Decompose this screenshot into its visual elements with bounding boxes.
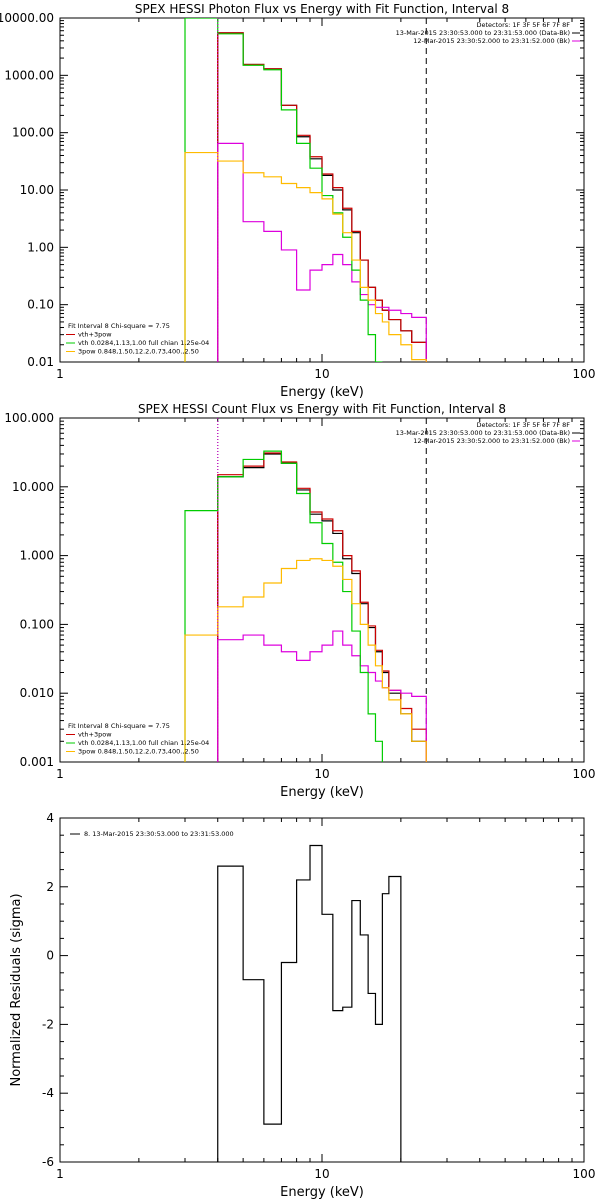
y-tick-label: 100.000 [4,411,54,425]
legend-bottomleft-text: vth+3pow [78,731,112,739]
legend-bottomleft-text: 3pow 0.848,1.50,12.2,0.73,400.,2.50 [78,748,199,756]
y-tick-label: 1.00 [27,240,54,254]
x-axis-label: Energy (keV) [280,385,364,400]
x-tick-label: 10 [314,367,329,381]
y-tick-label: 0.010 [20,686,54,700]
legend-topright-text: Detectors: 1F 3F 5F 6F 7F 8F [476,421,570,429]
y-tick-label: 4 [46,811,54,825]
legend-topright-text: 13-Mar-2015 23:30:53.000 to 23:31:53.000… [396,429,570,437]
x-tick-label: 100 [573,1167,596,1181]
x-tick-label: 100 [573,767,596,781]
legend-bottomleft-text: Fit Interval 8 Chi-square = 7.75 [68,722,170,730]
legend-bottomleft-text: 3pow 0.848,1.50,12.2,0.73,400.,2.50 [78,348,199,356]
y-tick-label: -4 [42,1086,54,1100]
chart-panel-2: SPEX HESSI Count Flux vs Energy with Fit… [4,402,595,800]
y-tick-label: 10.00 [20,183,54,197]
chart-title: SPEX HESSI Photon Flux vs Energy with Fi… [135,2,509,16]
y-tick-label: 0 [46,949,54,963]
series-line-1 [217,844,402,1162]
x-axis-label: Energy (keV) [280,785,364,800]
series-line-2 [217,452,427,762]
y-tick-label: 0.10 [27,298,54,312]
x-tick-label: 1 [56,767,64,781]
series-group [217,844,402,1162]
x-tick-label: 1 [56,367,64,381]
x-tick-label: 100 [573,367,596,381]
y-tick-label: 0.001 [20,755,54,769]
chart-panel-3: 1 10 100 Energy (keV) -6 -4 -2 0 2 4 Normalized Re… [9,811,595,1200]
legend-bottomleft-text: vth+3pow [78,331,112,339]
series-line-3 [217,630,427,762]
legend-bottomleft-text: vth 0.0284,1.13,1.00 full chian 1.25e-04 [78,739,209,747]
y-tick-label: 2 [46,880,54,894]
y-tick-label: 10000.00 [0,11,54,25]
plot-frame [59,417,585,763]
series-line-2 [217,32,427,362]
legend-topleft-text: 8. 13-Mar-2015 23:30:53.000 to 23:31:53.… [84,830,234,838]
series-line-4 [184,450,383,762]
y-tick-label: 0.01 [27,355,54,369]
legend-bottomleft-text: Fit Interval 8 Chi-square = 7.75 [68,322,170,330]
x-tick-label: 10 [314,767,329,781]
series-line-5 [184,558,427,762]
y-tick-label: -2 [42,1017,54,1031]
y-tick-label: 0.100 [20,617,54,631]
series-group [184,450,427,762]
y-axis-label: Normalized Residuals (sigma) [9,893,24,1086]
legend-topright-text: 12-Mar-2015 23:30:52.000 to 23:31:52.000… [413,37,570,45]
legend-topright-text: Detectors: 1F 3F 5F 6F 7F 8F [476,21,570,29]
legend-topright-text: 13-Mar-2015 23:30:53.000 to 23:31:53.000… [396,29,570,37]
series-line-5 [184,151,427,362]
series-group [184,18,427,362]
chart-panel-1: SPEX HESSI Photon Flux vs Energy with Fi… [0,2,595,400]
x-tick-label: 1 [56,1167,64,1181]
y-tick-label: 100.00 [12,126,54,140]
x-axis-label: Energy (keV) [280,1185,364,1200]
y-tick-label: 10.000 [12,480,54,494]
y-tick-label: 1.000 [20,549,54,563]
chart-title: SPEX HESSI Count Flux vs Energy with Fit… [138,402,506,416]
x-tick-label: 10 [314,1167,329,1181]
y-tick-label: -6 [42,1155,54,1169]
series-line-1 [217,453,427,762]
series-line-3 [217,142,427,362]
y-tick-label: 1000.00 [4,68,54,82]
series-line-4 [184,18,383,362]
legend-topright-text: 12-Mar-2015 23:30:52.000 to 23:31:52.000… [413,437,570,445]
legend-bottomleft-text: vth 0.0284,1.13,1.00 full chian 1.25e-04 [78,339,209,347]
